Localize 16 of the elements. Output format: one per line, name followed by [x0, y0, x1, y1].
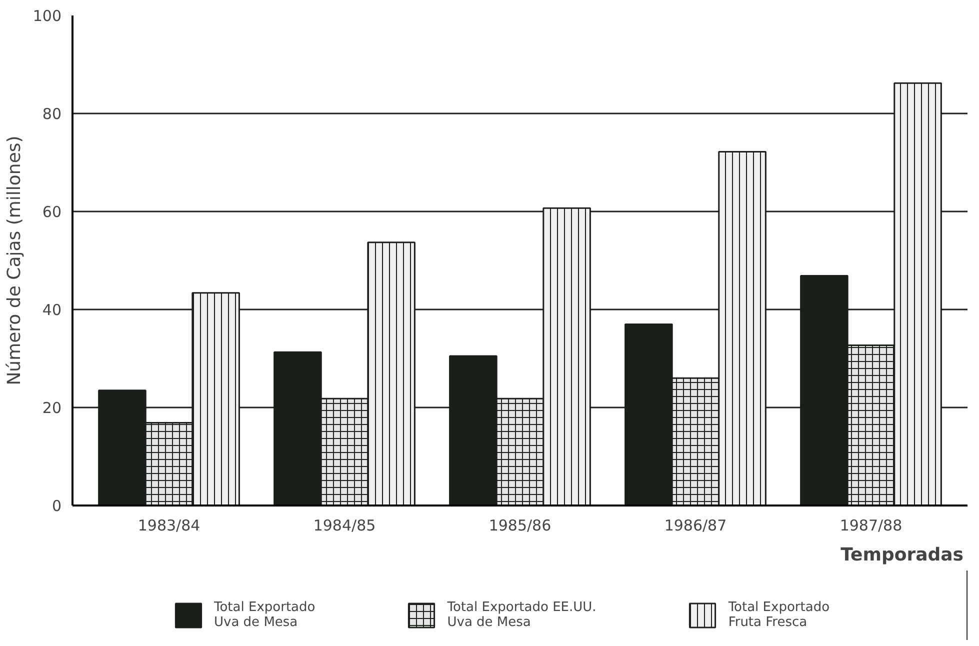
legend-label: Total Exportado Uva de Mesa	[214, 600, 316, 630]
legend-label: Total Exportado Fruta Fresca	[728, 600, 830, 630]
x-tick-label: 1986/87	[664, 516, 727, 534]
y-tick-label: 80	[42, 105, 62, 123]
y-tick-label: 60	[42, 203, 62, 221]
y-tick-label: 20	[42, 399, 62, 417]
legend-label: Total Exportado EE.UU. Uva de Mesa	[447, 600, 596, 630]
x-tick-label: 1984/85	[313, 516, 376, 534]
x-tick-label: 1987/88	[840, 516, 902, 534]
y-tick-label: 0	[52, 497, 62, 515]
y-axis-title: Número de Cajas (millones)	[4, 136, 25, 386]
x-tick-label: 1985/86	[488, 516, 552, 534]
y-tick-label: 100	[32, 7, 62, 25]
x-tick-label: 1983/84	[138, 516, 200, 534]
x-axis-title: Temporadas	[840, 544, 964, 566]
y-tick-label: 40	[42, 301, 62, 319]
